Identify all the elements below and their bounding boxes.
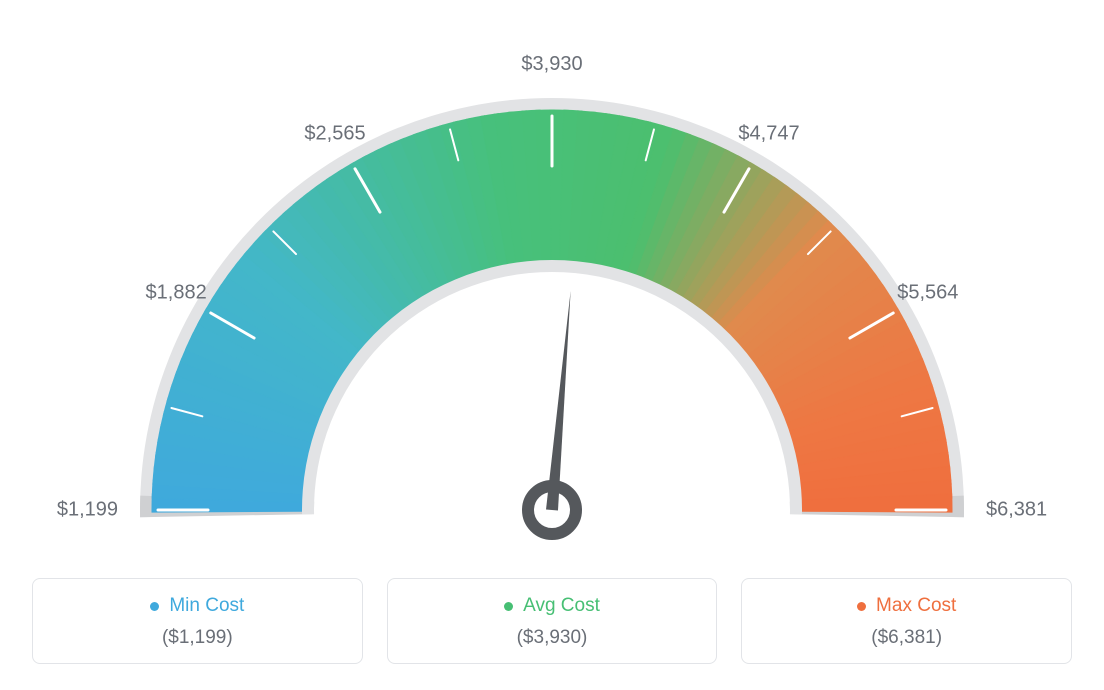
gauge-scale-label: $1,882 [146,282,207,305]
legend-title-avg: Avg Cost [504,595,600,617]
gauge-svg [52,50,1052,570]
gauge-scale-label: $4,747 [738,123,799,146]
legend-card-min: Min Cost ($1,199) [32,578,363,664]
gauge-chart: $1,199 $1,882 $2,565 $3,930 $4,747 $5,564 $6,3… [52,50,1052,570]
legend-dot-max [857,602,866,611]
legend-dot-avg [504,602,513,611]
gauge-scale-label: $3,930 [521,53,582,76]
gauge-scale-label: $5,564 [897,282,958,305]
gauge-scale-label: $1,199 [57,499,118,522]
legend-label-min: Min Cost [169,595,244,617]
legend-label-max: Max Cost [876,595,956,617]
legend-title-max: Max Cost [857,595,956,617]
gauge-scale-label: $6,381 [986,499,1047,522]
legend-value-avg: ($3,930) [400,627,705,649]
legend-dot-min [150,602,159,611]
legend-card-avg: Avg Cost ($3,930) [387,578,718,664]
gauge-scale-label: $2,565 [304,123,365,146]
legend-value-min: ($1,199) [45,627,350,649]
legend-title-min: Min Cost [150,595,244,617]
legend-card-max: Max Cost ($6,381) [741,578,1072,664]
legend-label-avg: Avg Cost [523,595,600,617]
legend-value-max: ($6,381) [754,627,1059,649]
legend-row: Min Cost ($1,199) Avg Cost ($3,930) Max … [32,578,1072,664]
